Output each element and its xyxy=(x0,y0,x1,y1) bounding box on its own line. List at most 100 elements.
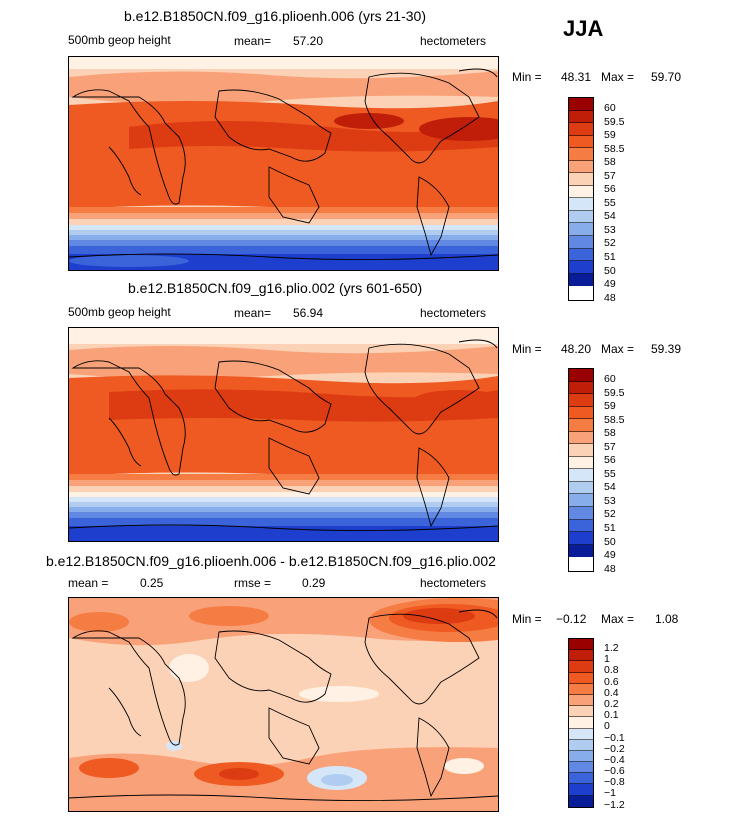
panel2-colorbar-seg xyxy=(569,394,593,407)
panel3-level: −1 xyxy=(604,787,616,800)
panel3-map-field xyxy=(69,598,498,811)
panel1-variable: 500mb geop height xyxy=(68,33,171,47)
panel1-units: hectometers xyxy=(420,34,487,48)
panel2-level: 57 xyxy=(604,440,616,453)
panel1-colorbar-seg xyxy=(569,185,593,199)
panel1-max-value: 59.70 xyxy=(651,70,682,84)
panel2-level: 55 xyxy=(604,467,616,480)
panel1-colorbar-seg xyxy=(569,261,593,274)
panel2-map-field xyxy=(69,328,498,541)
panel2-title: b.e12.B1850CN.f09_g16.plio.002 (yrs 601-… xyxy=(128,280,423,296)
panel1-level: 48 xyxy=(604,291,616,304)
panel2-colorbar-seg xyxy=(569,532,593,545)
panel3-map xyxy=(68,597,499,812)
panel3-colorbar-seg xyxy=(569,717,593,729)
panel1-min-label: Min = xyxy=(512,70,542,84)
panel1-mean-label: mean= xyxy=(234,34,272,48)
panel1-mean-value: 57.20 xyxy=(293,34,324,48)
panel2-variable: 500mb geop height xyxy=(68,305,171,319)
panel1-max-label: Max = xyxy=(601,70,635,84)
panel2-level: 52 xyxy=(604,508,616,521)
panel2-colorbar-seg xyxy=(569,431,593,445)
panel3-colorbar-seg xyxy=(569,773,593,785)
panel2-max-label: Max = xyxy=(601,342,635,356)
panel3-level: −0.8 xyxy=(604,776,625,789)
panel1-colorbar-seg xyxy=(569,223,593,237)
panel2-level: 49 xyxy=(604,549,616,562)
panel1-colorbar-seg xyxy=(569,110,593,124)
panel1-colorbar-seg xyxy=(569,98,593,111)
panel1-colorbar-seg xyxy=(569,135,593,149)
panel2-level: 59.5 xyxy=(604,386,625,399)
panel3-colorbar-seg xyxy=(569,650,593,662)
panel3-colorbar-seg xyxy=(569,739,593,751)
panel2-level: 54 xyxy=(604,481,616,494)
panel1-colorbar-seg xyxy=(569,210,593,224)
panel2-colorbar xyxy=(568,368,594,572)
panel1-level: 57 xyxy=(604,169,616,182)
panel3-colorbar-seg xyxy=(569,706,593,718)
panel3-level: 0 xyxy=(604,720,610,733)
panel1-colorbar-seg xyxy=(569,248,593,262)
panel2-map xyxy=(68,327,499,542)
panel2-colorbar-seg xyxy=(569,369,593,382)
panel3-max-value: 1.08 xyxy=(655,612,679,626)
panel3-level: 0.6 xyxy=(604,675,619,688)
panel3-colorbar-seg xyxy=(569,784,593,796)
panel3-colorbar-seg xyxy=(569,762,593,774)
panel3-colorbar-seg xyxy=(569,672,593,684)
panel2-level: 48 xyxy=(604,562,616,575)
panel1-level: 50 xyxy=(604,264,616,277)
panel1-level: 55 xyxy=(604,196,616,209)
panel2-level: 56 xyxy=(604,454,616,467)
panel3-rmse-label: rmse = xyxy=(234,576,272,590)
season-label: JJA xyxy=(563,16,604,41)
panel2-colorbar-seg xyxy=(569,381,593,395)
panel3-colorbar-seg xyxy=(569,661,593,673)
panel1-level: 56 xyxy=(604,183,616,196)
panel1-map-field xyxy=(69,57,498,270)
panel2-level: 58.5 xyxy=(604,413,625,426)
panel1-colorbar-labels: 60 59.5 59 58.5 58 57 56 55 54 53 52 51 … xyxy=(604,102,624,305)
panel1-colorbar xyxy=(568,97,594,301)
panel2-colorbar-labels: 60 59.5 59 58.5 58 57 56 55 54 53 52 51 … xyxy=(604,373,624,576)
panel2-colorbar-seg xyxy=(569,456,593,470)
panel3-units: hectometers xyxy=(420,576,487,590)
panel2-min-value: 48.20 xyxy=(561,342,592,356)
panel1-colorbar-seg xyxy=(569,123,593,136)
panel3-level: 1 xyxy=(604,653,610,666)
panel3-level: −0.4 xyxy=(604,753,625,766)
panel3-level: 0.4 xyxy=(604,686,619,699)
panel1-level: 53 xyxy=(604,223,616,236)
panel3-mean-label: mean = xyxy=(68,576,109,590)
panel3-colorbar-seg xyxy=(569,683,593,695)
panel2-mean-value: 56.94 xyxy=(293,306,324,320)
panel2-colorbar-seg xyxy=(569,507,593,520)
panel3-level: 1.2 xyxy=(604,642,619,654)
panel3-max-label: Max = xyxy=(601,612,635,626)
panel3-rmse-value: 0.29 xyxy=(302,576,326,590)
panel2-colorbar-seg xyxy=(569,469,593,482)
panel3-mean-value: 0.25 xyxy=(140,576,164,590)
panel3-colorbar-seg xyxy=(569,728,593,740)
panel2-colorbar-seg xyxy=(569,494,593,508)
panel1-colorbar-seg xyxy=(569,198,593,211)
panel1-min-value: 48.31 xyxy=(561,70,592,84)
panel1-title: b.e12.B1850CN.f09_g16.plioenh.006 (yrs 2… xyxy=(124,8,426,24)
panel3-level: 0.2 xyxy=(604,697,619,710)
panel2-min-label: Min = xyxy=(512,342,542,356)
panel1-colorbar-seg xyxy=(569,173,593,186)
panel3-level: −0.6 xyxy=(604,765,625,778)
panel2-colorbar-seg xyxy=(569,544,593,558)
panel1-level: 59 xyxy=(604,129,616,142)
panel3-colorbar-seg xyxy=(569,639,593,651)
panel1-level: 58.5 xyxy=(604,142,625,155)
panel1-level: 60 xyxy=(604,102,616,114)
panel2-level: 51 xyxy=(604,522,616,535)
panel1-level: 54 xyxy=(604,210,616,223)
panel2-units: hectometers xyxy=(420,306,487,320)
panel2-level: 59 xyxy=(604,400,616,413)
panel2-colorbar-seg xyxy=(569,419,593,432)
panel1-level: 52 xyxy=(604,237,616,250)
panel2-colorbar-seg xyxy=(569,444,593,457)
